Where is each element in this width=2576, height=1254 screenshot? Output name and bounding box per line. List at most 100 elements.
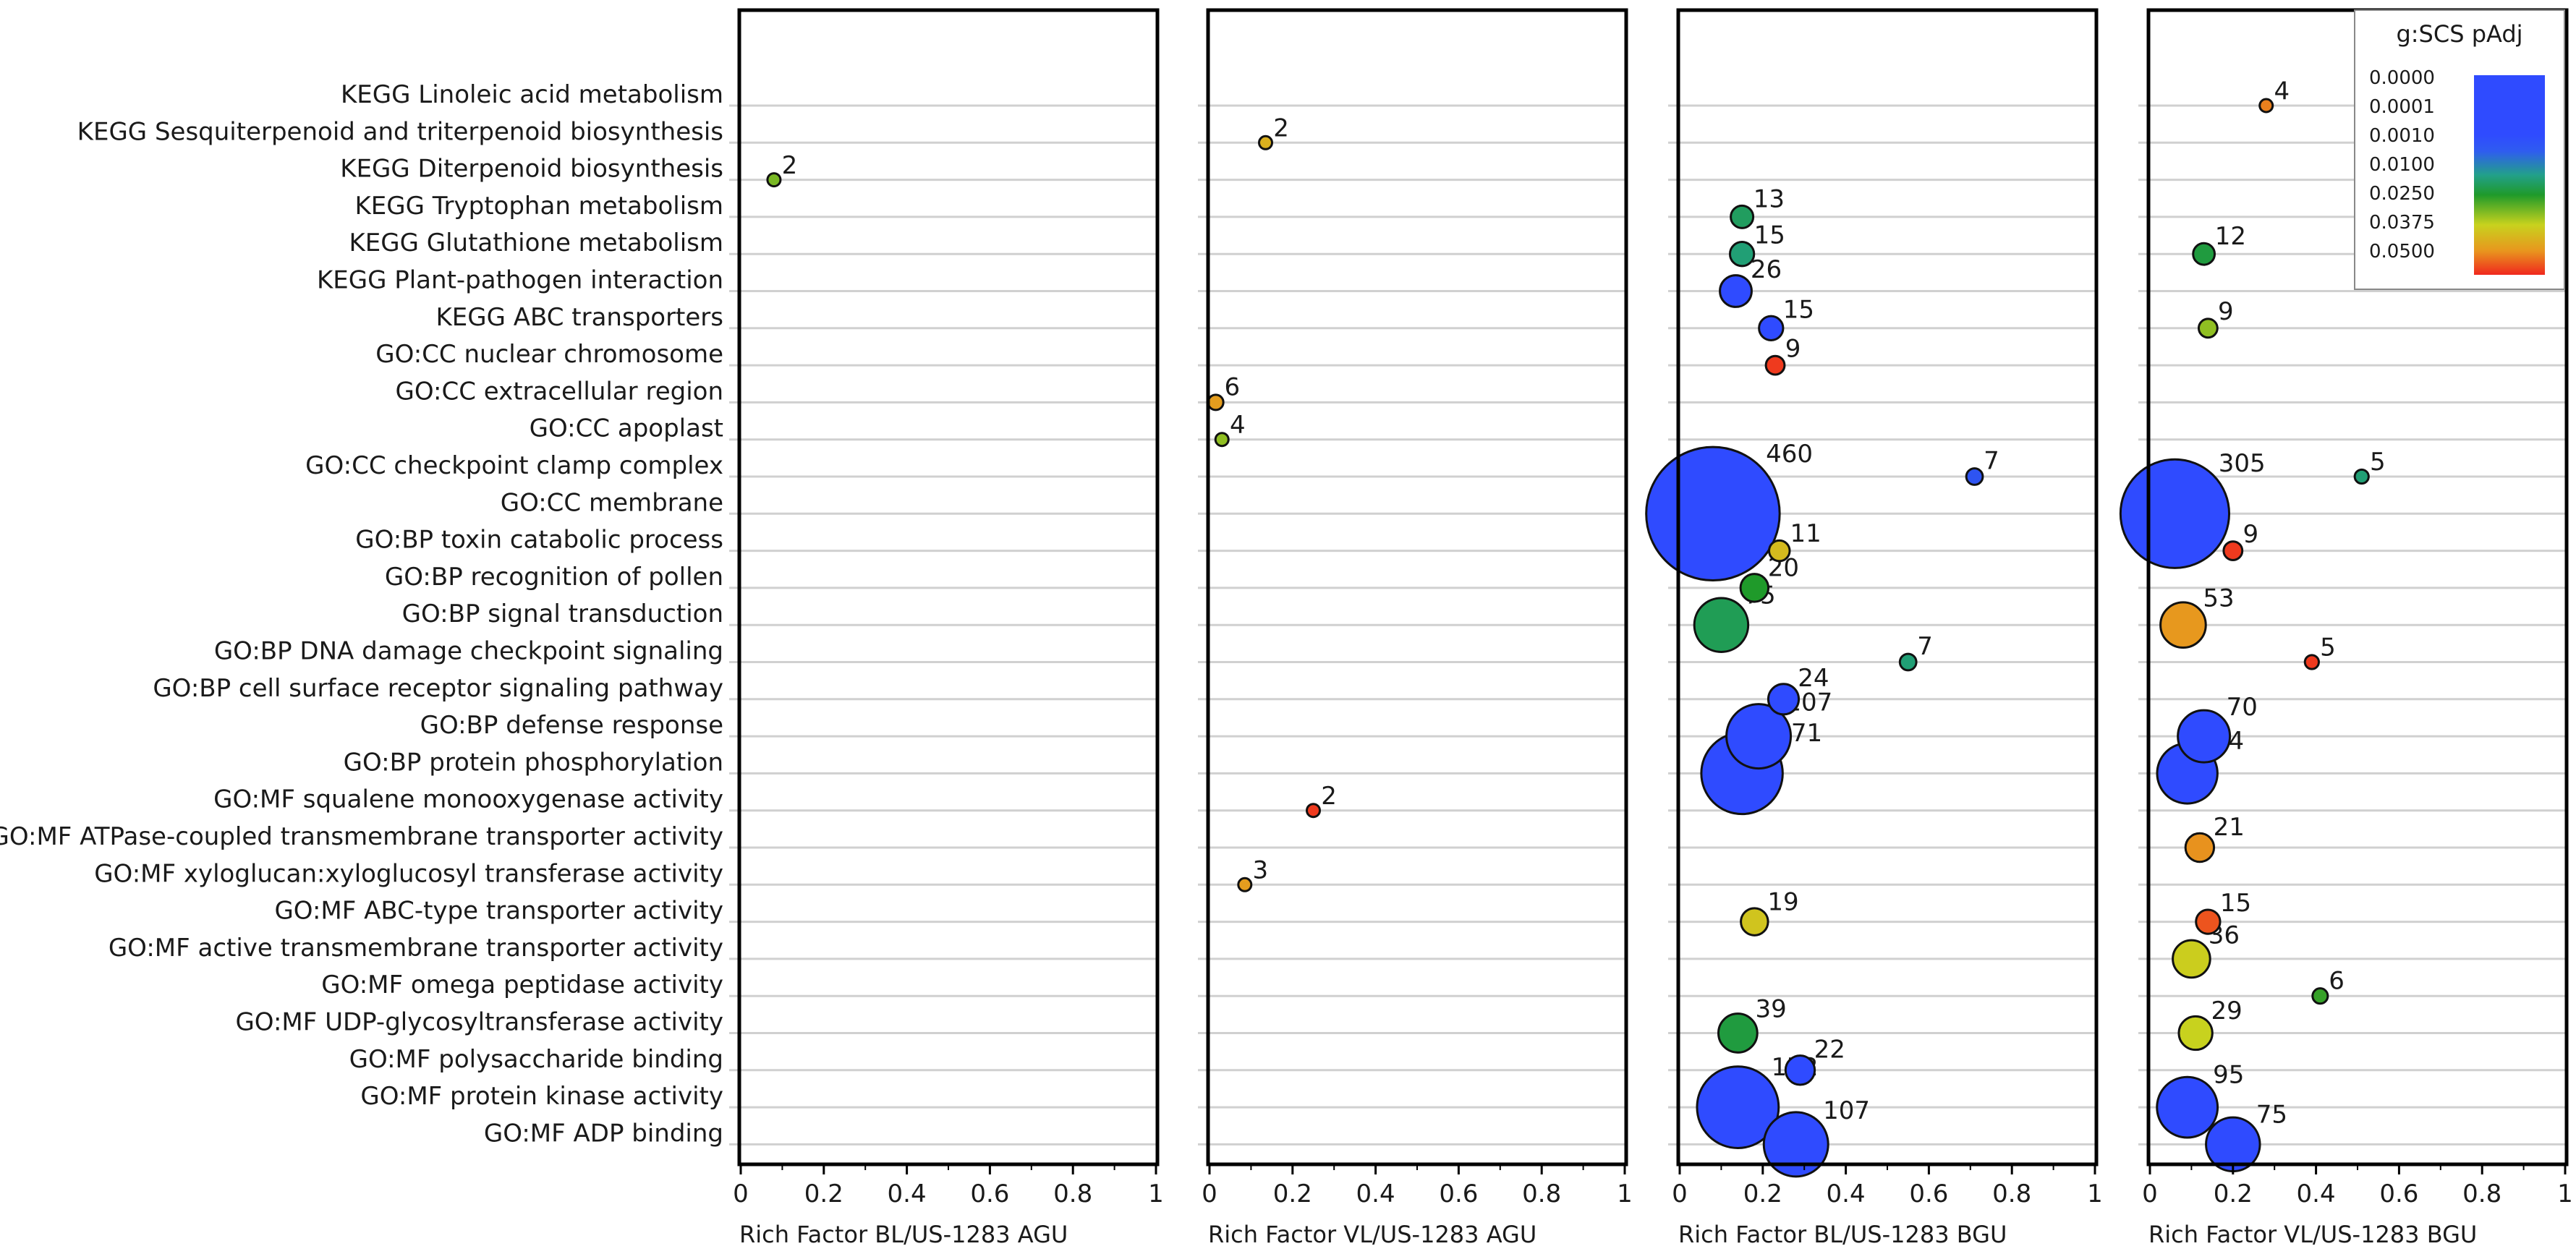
x-tick-label: 0.8 [1522, 1180, 1561, 1208]
bubble-count-label: 2 [782, 151, 798, 180]
category-label: GO:BP toxin catabolic process [355, 526, 723, 555]
bubble [1730, 204, 1755, 229]
bubble-count-label: 70 [2227, 693, 2258, 722]
bubble-count-label: 13 [1754, 184, 1785, 213]
category-label: GO:MF squalene monooxygenase activity [213, 785, 723, 814]
bubble [2353, 468, 2370, 485]
category-label: GO:BP cell surface receptor signaling pa… [153, 674, 723, 703]
bubble [2197, 317, 2219, 339]
bubble-count-label: 9 [2218, 297, 2234, 326]
legend-tick-label: 0.0000 [2369, 67, 2435, 89]
color-legend: g:SCS pAdj 0.0000 0.0001 0.0010 0.0100 0.0250… [2354, 9, 2565, 290]
x-axis-title: Rich Factor BL/US-1283 BGU [1678, 1221, 2007, 1248]
category-label: KEGG Glutathione metabolism [349, 229, 723, 257]
category-labels: KEGG Linoleic acid metabolism KEGG Sesqui… [0, 80, 723, 1148]
bubble-count-label: 460 [1766, 440, 1813, 469]
x-tick-label: 0.4 [1827, 1180, 1866, 1208]
category-label: GO:MF ATPase-coupled transmembrane trans… [0, 822, 723, 851]
category-label: GO:CC nuclear chromosome [375, 340, 723, 369]
x-tick-label: 0.4 [1356, 1180, 1395, 1208]
bubble [1717, 1012, 1759, 1054]
x-tick-label: 1 [1148, 1180, 1164, 1208]
bubble [1719, 274, 1753, 308]
bubble-count-label: 15 [2220, 889, 2251, 918]
bubble [1784, 1054, 1816, 1086]
bubble [1693, 597, 1750, 653]
legend-tick-label: 0.0001 [2369, 96, 2435, 118]
bubble [2177, 709, 2232, 764]
bubble-count-label: 305 [2219, 449, 2266, 478]
bubble-count-label: 24 [1798, 664, 1829, 693]
bubble-count-label: 29 [2211, 997, 2243, 1025]
x-tick-label: 1 [2087, 1180, 2103, 1208]
legend-tick-label: 0.0010 [2369, 125, 2435, 147]
bubble-count-label: 19 [1767, 888, 1798, 917]
category-label: GO:CC checkpoint clamp complex [305, 451, 723, 480]
x-axis-title: Rich Factor BL/US-1283 AGU [739, 1221, 1068, 1248]
x-tick-label: 0.2 [1743, 1180, 1782, 1208]
bubble [1762, 1111, 1829, 1178]
bubble-count-label: 95 [2213, 1061, 2244, 1090]
bubble-count-label: 75 [2256, 1100, 2287, 1129]
bubble-count-label: 9 [1785, 334, 1801, 363]
bubble [1207, 393, 1225, 411]
category-label: GO:BP recognition of pollen [385, 563, 723, 592]
bubble [1767, 683, 1801, 716]
x-tick-label: 0 [1672, 1180, 1688, 1208]
bubble [1898, 652, 1918, 672]
bubble-count-label: 2 [1273, 114, 1289, 143]
bubble [2222, 540, 2244, 561]
bubble-count-label: 12 [2215, 222, 2246, 251]
bubble [2184, 832, 2216, 863]
category-label: KEGG Diterpenoid biosynthesis [340, 155, 723, 184]
bubble [1758, 315, 1785, 341]
category-label: GO:MF polysaccharide binding [349, 1045, 723, 1074]
category-label: GO:BP DNA damage checkpoint signaling [214, 637, 723, 666]
bubble [2311, 987, 2329, 1005]
bubble-count-label: 7 [1917, 632, 1933, 661]
legend-colorbar [2474, 75, 2545, 275]
bubble [1645, 445, 1781, 582]
bubble [2119, 458, 2231, 569]
x-axes: 0 0.2 0.4 0.6 0.8 1 Rich Factor BL/US-1283 AGU… [733, 1164, 2573, 1248]
x-tick-label: 1 [1617, 1180, 1633, 1208]
x-axis-title: Rich Factor VL/US-1283 BGU [2148, 1221, 2477, 1248]
category-label: GO:MF UDP-glycosyltransferase activity [235, 1008, 723, 1037]
category-label: KEGG Plant-pathogen interaction [317, 266, 723, 295]
bubble-count-label: 53 [2203, 584, 2234, 613]
category-label: GO:BP signal transduction [402, 600, 723, 628]
bubble [2177, 1015, 2214, 1052]
bubble-count-label: 5 [2370, 448, 2386, 477]
legend-title: g:SCS pAdj [2396, 20, 2522, 48]
bubble-count-label: 7 [1984, 446, 1999, 475]
bubble-count-label: 26 [1751, 255, 1782, 284]
legend-tick-label: 0.0250 [2369, 183, 2435, 205]
x-axis-title: Rich Factor VL/US-1283 AGU [1208, 1221, 1536, 1248]
x-tick-label: 0.2 [1273, 1180, 1312, 1208]
bubble-count-label: 4 [1230, 411, 1246, 440]
bubble-count-label: 6 [2329, 966, 2345, 995]
legend-tick-label: 0.0500 [2369, 241, 2435, 263]
category-label: GO:CC apoplast [530, 414, 723, 443]
bubble [2159, 601, 2207, 649]
x-tick-label: 0.6 [2379, 1180, 2418, 1208]
bubble [1237, 876, 1253, 892]
bubble-count-label: 5 [2320, 633, 2336, 662]
bubble [1306, 803, 1321, 819]
x-tick-label: 0.6 [1909, 1180, 1948, 1208]
x-tick-label: 0.6 [1439, 1180, 1478, 1208]
legend-tick-label: 0.0100 [2369, 154, 2435, 176]
category-label: GO:MF active transmembrane transporter a… [109, 934, 723, 963]
bubble-count-label: 6 [1225, 373, 1241, 402]
bubble [1728, 241, 1756, 268]
category-label: KEGG Linoleic acid metabolism [341, 80, 723, 109]
bubble [2303, 654, 2320, 670]
x-tick-label: 0 [2142, 1180, 2158, 1208]
category-label: KEGG ABC transporters [435, 303, 723, 332]
bubble [1965, 467, 1984, 486]
category-label: GO:MF protein kinase activity [360, 1082, 723, 1111]
bubble [1767, 539, 1791, 563]
bubble [2192, 242, 2216, 266]
bubble-count-label: 9 [2243, 520, 2258, 549]
